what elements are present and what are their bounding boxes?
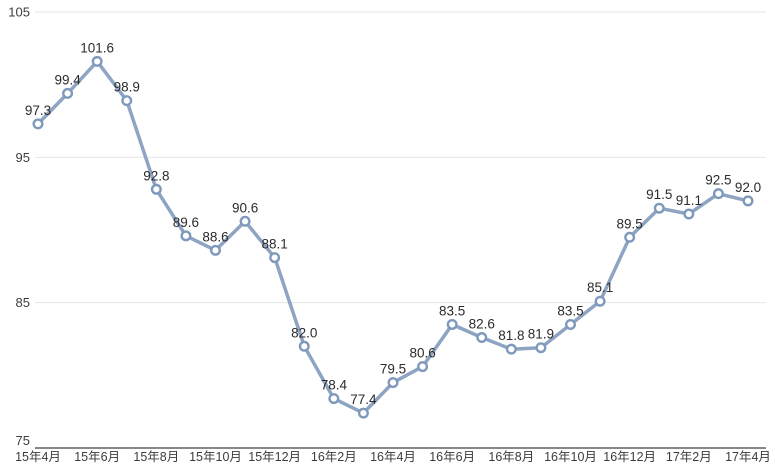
data-point-marker [209, 244, 221, 256]
data-point-marker [180, 230, 192, 242]
y-axis-tick-label: 105 [8, 5, 30, 20]
data-point-marker [239, 215, 251, 227]
data-point-label: 78.4 [321, 378, 348, 393]
data-point-label: 90.6 [232, 200, 258, 215]
data-point-marker [62, 87, 74, 99]
data-point-marker [742, 195, 754, 207]
x-axis-tick-label: 16年4月 [370, 450, 416, 464]
x-axis-tick-label: 16年10月 [544, 450, 597, 464]
data-point-marker [624, 231, 636, 243]
data-point-label: 83.5 [557, 303, 583, 318]
y-axis-tick-label: 95 [16, 150, 30, 165]
data-point-marker [387, 377, 399, 389]
x-axis-tick-label: 17年2月 [666, 450, 712, 464]
data-point-label: 81.9 [528, 327, 554, 342]
x-axis-tick-label: 15年8月 [133, 450, 179, 464]
data-point-marker [357, 407, 369, 419]
data-point-label: 82.6 [469, 317, 495, 332]
data-point-marker [505, 343, 517, 355]
data-point-marker [565, 318, 577, 330]
data-point-label: 85.1 [587, 280, 613, 295]
data-point-label: 77.4 [350, 392, 377, 407]
data-point-label: 98.9 [114, 80, 140, 95]
data-point-marker [653, 202, 665, 214]
x-axis-tick-label: 16年2月 [311, 450, 357, 464]
data-point-marker [712, 188, 724, 200]
data-point-label: 101.6 [80, 40, 114, 55]
x-axis-tick-label: 16年12月 [603, 450, 656, 464]
data-point-marker [594, 295, 606, 307]
x-axis-tick-label: 16年8月 [488, 450, 534, 464]
data-point-label: 89.6 [173, 215, 199, 230]
data-point-label: 91.1 [676, 193, 702, 208]
data-point-label: 91.5 [646, 187, 672, 202]
data-point-marker [683, 208, 695, 220]
data-point-label: 92.0 [735, 180, 761, 195]
data-point-label: 92.8 [143, 168, 169, 183]
data-point-marker [269, 252, 281, 264]
data-point-label: 99.4 [54, 72, 81, 87]
data-point-marker [298, 340, 310, 352]
x-axis-tick-label: 15年12月 [248, 450, 301, 464]
y-axis-tick-label: 75 [16, 433, 30, 448]
data-point-label: 97.3 [25, 103, 51, 118]
x-axis-tick-label: 17年4月 [725, 450, 771, 464]
data-point-marker [150, 183, 162, 195]
data-point-label: 81.8 [498, 328, 524, 343]
data-point-marker [328, 393, 340, 405]
data-point-label: 92.5 [705, 173, 731, 188]
series-line [36, 59, 750, 415]
x-axis-tick-label: 15年10月 [189, 450, 242, 464]
data-point-label: 79.5 [380, 362, 406, 377]
data-point-marker [535, 342, 547, 354]
x-axis-tick-label: 15年4月 [15, 450, 61, 464]
data-point-marker [446, 318, 458, 330]
data-point-marker [32, 118, 44, 130]
data-point-label: 83.5 [439, 303, 465, 318]
data-point-label: 82.0 [291, 325, 317, 340]
x-axis-tick-label: 16年6月 [429, 450, 475, 464]
data-point-label: 88.6 [202, 229, 228, 244]
data-point-marker [417, 361, 429, 373]
data-point-label: 80.6 [409, 346, 435, 361]
data-point-label: 89.5 [617, 216, 643, 231]
x-axis-tick-label: 15年6月 [74, 450, 120, 464]
y-axis-tick-label: 85 [16, 295, 30, 310]
data-point-marker [91, 55, 103, 67]
data-point-marker [121, 95, 133, 107]
data-point-marker [476, 332, 488, 344]
data-point-label: 88.1 [262, 237, 288, 252]
